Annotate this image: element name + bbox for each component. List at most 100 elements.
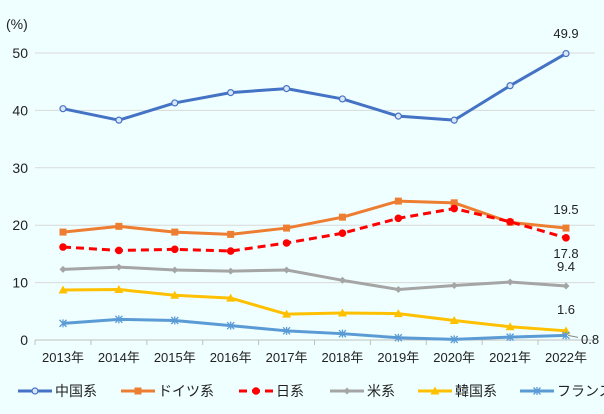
marker-diamond (283, 266, 291, 274)
x-tick-label: 2019年 (377, 350, 419, 365)
y-tick-label: 20 (12, 217, 28, 233)
data-label: 1.6 (557, 302, 575, 317)
series-line (62, 265, 567, 291)
marker-triangle (449, 315, 459, 324)
marker-triangle (114, 284, 124, 293)
marker-square (134, 387, 142, 395)
marker-dot (115, 246, 123, 255)
x-tick-label: 2015年 (154, 350, 196, 365)
marker-circle (227, 89, 235, 97)
marker-star (338, 329, 347, 338)
marker-dot (282, 239, 291, 247)
marker-star (450, 335, 459, 344)
x-tick-label: 2014年 (98, 350, 140, 365)
y-tick-label: 0 (20, 332, 28, 348)
legend-item-5: フランス系 (520, 383, 604, 399)
legend-item-3: 米系 (330, 383, 395, 399)
marker-square (283, 224, 291, 232)
y-axis-label: (%) (6, 16, 28, 32)
y-tick-label: 10 (12, 275, 28, 291)
marker-dot (170, 245, 179, 254)
marker-circle (450, 116, 458, 124)
marker-triangle (282, 309, 292, 318)
legend-label: 中国系 (55, 383, 97, 399)
x-tick-label: 2013年 (42, 350, 84, 365)
marker-circle (338, 95, 347, 103)
marker-diamond (338, 276, 346, 284)
marker-square (171, 228, 179, 236)
legend-label: ドイツ系 (158, 383, 214, 399)
marker-circle (31, 387, 39, 395)
marker-square (338, 213, 346, 221)
series-1 (59, 197, 570, 238)
marker-square (227, 230, 235, 238)
marker-diamond (227, 267, 235, 275)
data-label: 9.4 (557, 259, 575, 274)
legend-label: フランス系 (557, 383, 604, 399)
marker-dot (450, 204, 459, 213)
marker-star (562, 331, 570, 340)
legend-label: 韓国系 (455, 383, 497, 399)
marker-dot (59, 243, 67, 251)
marker-diamond (115, 263, 123, 271)
marker-star (59, 319, 67, 328)
marker-star (506, 333, 515, 342)
marker-star (282, 326, 291, 335)
marker-dot (394, 214, 403, 223)
marker-star (226, 321, 235, 330)
marker-square (562, 224, 570, 232)
legend-item-1: ドイツ系 (121, 383, 214, 399)
marker-diamond (171, 266, 179, 274)
data-label: 0.8 (581, 332, 599, 347)
marker-diamond (450, 281, 458, 289)
marker-star (114, 315, 123, 324)
legend-label: 米系 (367, 383, 395, 399)
marker-triangle (226, 293, 236, 302)
marker-dot (226, 247, 235, 255)
marker-triangle (337, 308, 347, 317)
marker-triangle (430, 386, 440, 395)
series-line (62, 287, 567, 333)
x-tick-label: 2017年 (266, 350, 308, 365)
marker-star (394, 333, 403, 342)
y-tick-label: 30 (12, 160, 28, 176)
marker-star (170, 316, 179, 325)
marker-diamond (59, 265, 67, 273)
marker-dot (252, 387, 260, 395)
x-tick-label: 2021年 (489, 350, 531, 365)
marker-triangle (170, 290, 180, 299)
series-line (62, 317, 567, 341)
series-line (62, 207, 567, 253)
x-tick-label: 2018年 (321, 350, 363, 365)
legend-item-0: 中国系 (18, 383, 97, 399)
marker-dot (338, 229, 347, 238)
data-label: 19.5 (553, 202, 578, 217)
leader-line (567, 334, 579, 338)
marker-circle (282, 84, 291, 93)
series-2 (59, 204, 570, 255)
legend-item-4: 韓国系 (418, 383, 497, 399)
y-tick-label: 40 (12, 102, 28, 118)
legend-item-2: 日系 (239, 383, 304, 399)
marker-dot (506, 217, 514, 226)
marker-square (394, 197, 402, 205)
series-line (62, 52, 567, 122)
marker-square (59, 228, 67, 236)
series-0 (59, 49, 570, 124)
marker-triangle (393, 309, 403, 318)
marker-diamond (506, 278, 514, 286)
x-tick-label: 2022年 (545, 350, 587, 365)
marker-square (450, 199, 458, 207)
marker-triangle (505, 322, 515, 331)
y-tick-label: 50 (12, 45, 28, 61)
marker-star (533, 387, 541, 395)
marker-circle (506, 82, 514, 90)
data-label: 49.9 (553, 26, 578, 41)
marker-circle (59, 105, 67, 113)
marker-circle (171, 99, 179, 107)
marker-circle (562, 49, 570, 58)
marker-triangle (58, 285, 68, 294)
marker-diamond (562, 282, 570, 290)
marker-square (115, 222, 123, 230)
